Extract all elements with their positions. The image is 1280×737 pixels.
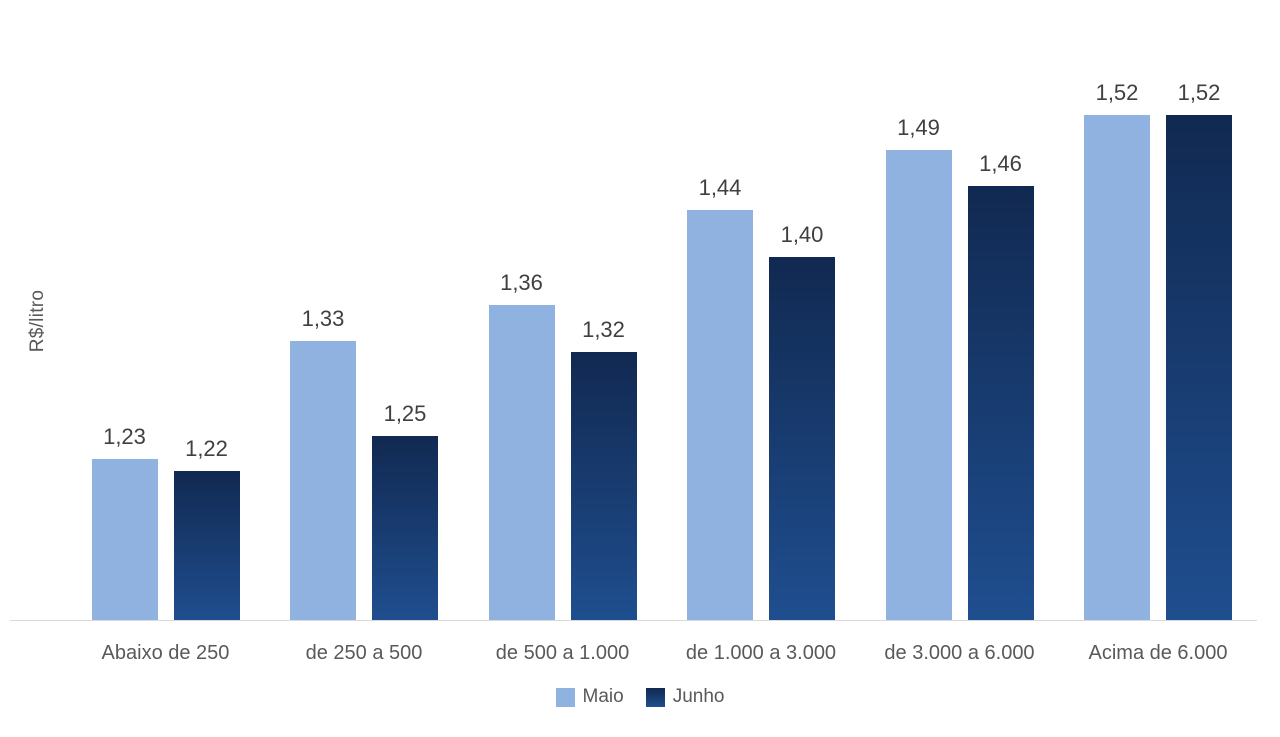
data-label-maio-group-4: 1,44 [698, 175, 742, 200]
bar-junho-group-2 [372, 436, 438, 620]
bar-maio-group-6 [1084, 115, 1150, 620]
data-label-junho-group-4: 1,40 [780, 222, 824, 247]
legend: Maio Junho [0, 686, 1280, 708]
bar-maio-group-1 [91, 459, 158, 620]
bar-maio-group-3 [488, 305, 555, 620]
x-axis-category-label-4: de 1.000 a 3.000 [685, 642, 837, 664]
data-label-maio-group-2: 1,33 [301, 306, 345, 331]
data-label-junho-group-6: 1,52 [1177, 80, 1221, 105]
data-label-maio-group-6: 1,52 [1095, 80, 1139, 105]
bar-junho-group-4 [769, 257, 835, 620]
bar-maio-group-4 [687, 210, 753, 620]
data-label-junho-group-2: 1,25 [383, 401, 427, 426]
data-label-maio-group-5: 1,49 [897, 115, 940, 140]
legend-swatch-junho [645, 687, 665, 707]
bar-junho-group-3 [570, 352, 637, 620]
legend-item-maio: Maio [555, 686, 624, 708]
data-label-junho-group-1: 1,22 [185, 436, 228, 461]
data-label-maio-group-1: 1,23 [103, 424, 146, 449]
legend-swatch-maio [555, 687, 575, 707]
data-label-maio-group-3: 1,36 [500, 270, 543, 295]
bar-maio-group-2 [290, 341, 356, 620]
x-axis-category-label-6: Acima de 6.000 [1088, 642, 1228, 664]
plot-area: 1,23 1,22 1,33 1,25 1,36 1,32 1,44 1,40 1,49 1,46… [0, 67, 1280, 620]
legend-item-junho: Junho [645, 686, 725, 708]
bar-maio-group-5 [885, 150, 952, 620]
legend-label-junho: Junho [672, 686, 725, 707]
x-axis-category-label-5: de 3.000 a 6.000 [884, 642, 1035, 664]
legend-label-maio: Maio [582, 686, 624, 707]
bar-junho-group-6 [1166, 115, 1232, 620]
x-axis-line [10, 620, 1257, 621]
x-axis-category-label-1: Abaixo de 250 [101, 642, 230, 664]
bar-junho-group-5 [967, 186, 1034, 620]
data-label-junho-group-5: 1,46 [979, 151, 1022, 176]
bar-junho-group-1 [173, 471, 240, 620]
data-label-junho-group-3: 1,32 [582, 317, 625, 342]
x-axis-category-label-2: de 250 a 500 [305, 642, 423, 664]
x-axis-category-label-3: de 500 a 1.000 [495, 642, 630, 664]
x-axis-labels: Abaixo de 250 de 250 a 500 de 500 a 1.000 d… [0, 642, 1280, 668]
